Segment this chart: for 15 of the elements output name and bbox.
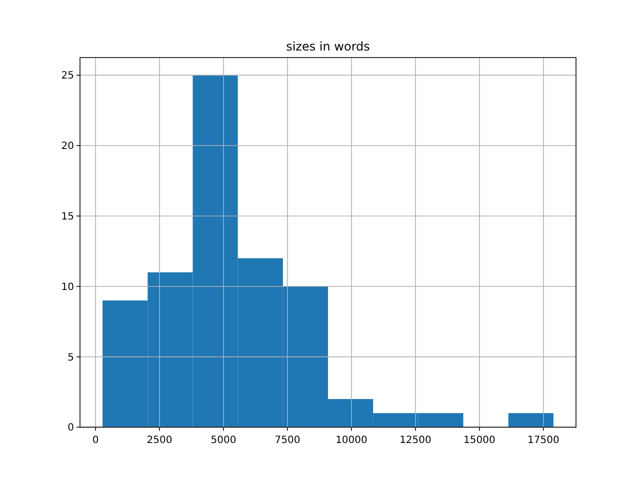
y-tick-label: 15 <box>61 212 74 222</box>
x-tick-label: 5000 <box>210 435 236 446</box>
y-tick-label: 0 <box>68 422 74 434</box>
x-tick-label: 17500 <box>528 435 560 446</box>
x-tick-label: 0 <box>92 435 99 446</box>
x-tick-label: 2500 <box>146 435 172 446</box>
y-tick-label: 5 <box>68 352 74 364</box>
y-tick-label: 10 <box>61 282 74 293</box>
x-tick-label: 12500 <box>400 435 432 446</box>
y-tick-label: 25 <box>61 70 74 82</box>
x-tick-label: 15000 <box>464 435 496 446</box>
x-tick-label: 7500 <box>274 435 300 446</box>
x-tick-label: 10000 <box>336 435 368 446</box>
y-tick-label: 20 <box>61 141 74 152</box>
chart-title: sizes in words <box>286 40 370 54</box>
